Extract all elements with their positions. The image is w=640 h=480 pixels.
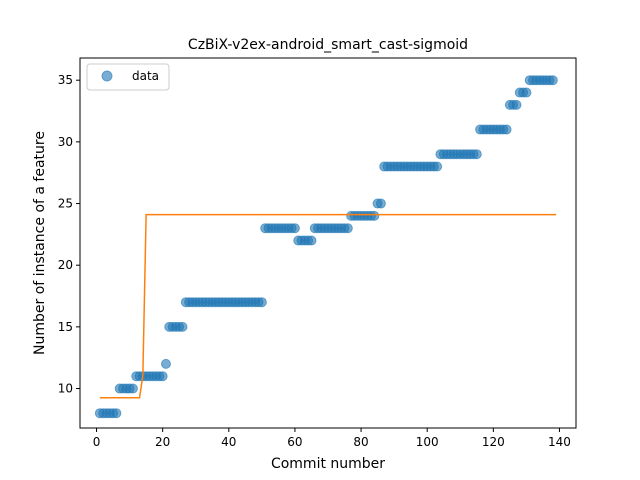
data-point	[432, 161, 443, 172]
data-point	[256, 297, 267, 308]
x-tick-label: 40	[221, 435, 236, 449]
x-tick-label: 60	[287, 435, 302, 449]
data-point	[177, 321, 188, 332]
x-axis-label: Commit number	[271, 456, 385, 472]
data-point	[157, 371, 168, 382]
data-point	[306, 235, 317, 246]
data-point	[471, 149, 482, 160]
legend-box	[86, 63, 170, 91]
x-tick-label: 100	[416, 435, 439, 449]
y-axis-label: Number of instance of a feature	[32, 131, 48, 355]
data-point	[342, 223, 353, 234]
x-tick-label: 120	[482, 435, 505, 449]
legend-label-data: data	[132, 69, 159, 83]
data-point	[511, 99, 522, 110]
y-tick-label: 30	[58, 135, 73, 149]
y-tick-label: 35	[58, 73, 73, 87]
data-point	[127, 383, 138, 394]
chart-title: CzBiX-v2ex-android_smart_cast-sigmoid	[188, 37, 468, 53]
data-point	[375, 198, 386, 209]
x-tick-label: 0	[93, 435, 101, 449]
data-point	[521, 87, 532, 98]
y-tick-label: 20	[58, 258, 73, 272]
data-point	[289, 223, 300, 234]
legend-marker-data	[101, 70, 113, 82]
y-tick-label: 10	[58, 382, 73, 396]
x-tick-label: 80	[353, 435, 368, 449]
data-layer	[94, 75, 558, 419]
data-point	[547, 75, 558, 86]
data-point	[369, 210, 380, 221]
x-tick-label: 20	[155, 435, 170, 449]
data-point	[501, 124, 512, 135]
x-tick-label: 140	[548, 435, 571, 449]
legend: data	[86, 63, 170, 91]
plot-frame	[79, 57, 577, 429]
y-tick-label: 15	[58, 320, 73, 334]
y-axis-ticks: 10 15 20 25 30 35	[58, 73, 80, 396]
data-point	[111, 408, 122, 419]
data-point	[160, 358, 171, 369]
y-tick-label: 25	[58, 197, 73, 211]
fit-line	[99, 213, 557, 399]
x-axis-ticks: 0 20 40 60 80 100 120 140	[93, 428, 571, 449]
